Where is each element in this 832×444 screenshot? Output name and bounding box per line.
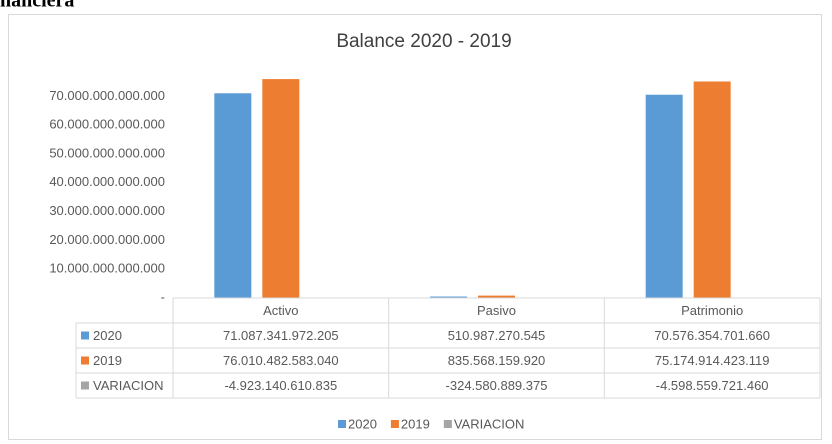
page-fragment: nanciera [0,0,74,12]
y-tick-label: 20.000.000.000.000 [49,232,165,247]
x-tick-label: Pasivo [477,303,516,318]
bar [310,298,347,312]
table-legend-key [81,331,89,340]
table-row-label: 2020 [93,328,122,343]
legend-key [390,420,399,428]
table-cell: 71.087.341.972.205 [223,328,339,343]
y-tick-label: 70.000.000.000.000 [49,88,165,103]
table-row-label: VARIACION [93,378,164,393]
table-cell: -4.598.559.721.460 [656,378,769,393]
table-cell: -324.580.889.375 [446,378,548,393]
table-cell: 835.568.159.920 [448,353,546,368]
legend-label: 2019 [401,416,430,431]
table-legend-key [81,381,89,390]
bar [262,79,300,298]
y-tick-label: 40.000.000.000.000 [49,174,165,189]
y-tick-label: 60.000.000.000.000 [49,117,165,132]
legend-label: VARIACION [454,416,525,431]
x-tick-label: Activo [263,303,298,318]
plot-area [214,79,779,312]
bar [430,296,467,298]
table-cell: 510.987.270.545 [448,328,546,343]
chart-frame [8,14,822,440]
legend-label: 2020 [348,416,377,431]
bar [478,295,515,298]
bar [645,94,683,298]
legend-key [338,420,346,428]
y-tick-label: 10.000.000.000.000 [49,261,165,276]
table-legend-key [81,356,89,365]
y-tick-label: - [161,289,165,304]
bar [693,81,731,298]
y-tick-label: 30.000.000.000.000 [49,203,165,218]
chart-title: Balance 2020 - 2019 [336,31,511,52]
table-cell: 76.010.482.583.040 [223,353,339,368]
table-cell: 75.174.914.423.119 [655,353,770,368]
table-cell: 70.576.354.701.660 [654,328,770,343]
table-row-label: 2019 [93,353,122,368]
bar [214,93,252,298]
legend-key [443,420,452,428]
x-tick-label: Patrimonio [681,303,743,318]
bar [742,298,779,311]
y-tick-label: 50.000.000.000.000 [49,145,165,160]
table-cell: -4.923.140.610.835 [224,378,337,393]
